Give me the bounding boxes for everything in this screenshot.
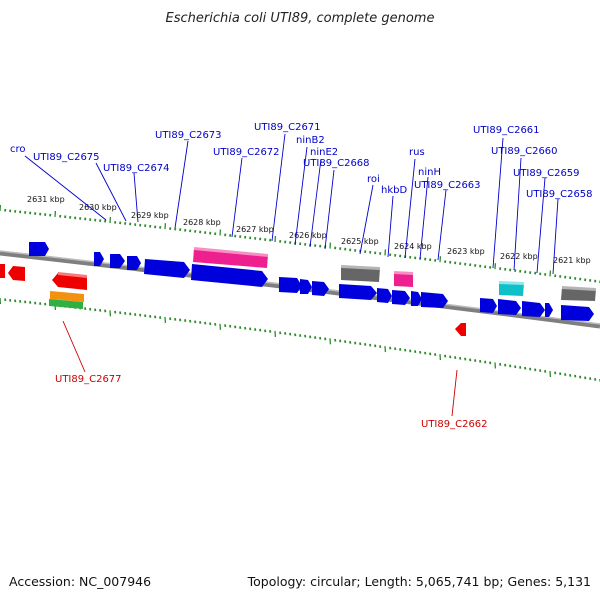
kbp-label: 2625 kbp: [341, 237, 379, 246]
genome-stats-text: Topology: circular; Length: 5,065,741 bp…: [247, 574, 591, 589]
gene-label-ninE2[interactable]: ninE2: [310, 147, 338, 158]
gene-label-cro[interactable]: cro: [10, 144, 26, 155]
kbp-labels: 2631 kbp 2630 kbp 2629 kbp 2628 kbp 2627…: [27, 195, 591, 265]
leader-line: [62, 320, 86, 373]
gene-arrow[interactable]: [94, 252, 104, 266]
gene-arrow[interactable]: [498, 299, 521, 315]
gene-arrow[interactable]: [300, 279, 312, 294]
top-gene-labels: cro UTI89_C2675 UTI89_C2674 UTI89_C2673 …: [10, 122, 593, 200]
gene-label[interactable]: UTI89_C2672: [213, 147, 280, 158]
gene-arrow[interactable]: [421, 292, 448, 308]
gene-label[interactable]: UTI89_C2673: [155, 130, 222, 141]
inner-tick-ring: [0, 297, 600, 382]
reverse-genes: [0, 264, 466, 336]
gene-label-roi[interactable]: roi: [367, 174, 380, 185]
pink-feature-small[interactable]: [394, 272, 413, 287]
cyan-feature[interactable]: [499, 282, 524, 296]
reverse-gene-arrow[interactable]: [52, 273, 87, 290]
gene-label[interactable]: UTI89_C2674: [103, 163, 170, 174]
gene-arrow[interactable]: [377, 288, 392, 303]
gray-feature-right[interactable]: [561, 287, 596, 301]
map-title: Escherichia coli UTI89, complete genome: [166, 11, 435, 26]
gene-arrow[interactable]: [29, 242, 49, 256]
gene-label-ninB2[interactable]: ninB2: [296, 135, 325, 146]
bottom-gene-labels: UTI89_C2677 UTI89_C2662: [55, 320, 488, 430]
kbp-label: 2624 kbp: [394, 242, 432, 251]
kbp-label: 2631 kbp: [27, 195, 65, 204]
reverse-gene-arrow[interactable]: [455, 323, 466, 336]
gene-label-ninH[interactable]: ninH: [418, 167, 441, 178]
gene-label[interactable]: UTI89_C2671: [254, 122, 321, 133]
reverse-gene-arrow[interactable]: [8, 266, 25, 281]
gene-arrow[interactable]: [279, 277, 302, 293]
gray-feature-highlight: [341, 265, 380, 270]
gray-feature[interactable]: [341, 266, 380, 282]
gene-label[interactable]: UTI89_C2660: [491, 146, 558, 157]
reverse-gene-highlight: [58, 272, 87, 278]
gray-feature-right-highlight: [562, 286, 596, 291]
gene-label[interactable]: UTI89_C2663: [414, 180, 481, 191]
gene-arrow[interactable]: [339, 284, 377, 300]
misc-features: [341, 265, 596, 301]
kbp-label: 2623 kbp: [447, 247, 485, 256]
cyan-feature-highlight: [499, 281, 524, 285]
gene-arrow[interactable]: [561, 305, 594, 321]
kbp-label: 2630 kbp: [79, 203, 117, 212]
kbp-label: 2628 kbp: [183, 218, 221, 227]
gene-label[interactable]: UTI89_C2658: [526, 189, 593, 200]
gene-label[interactable]: UTI89_C2677: [55, 374, 122, 385]
reverse-gene-arrow[interactable]: [0, 264, 5, 278]
outer-tick-ring: [0, 204, 600, 283]
gene-arrow[interactable]: [191, 264, 268, 287]
kbp-label: 2629 kbp: [131, 211, 169, 220]
orange-feature[interactable]: [50, 291, 84, 302]
green-feature[interactable]: [49, 299, 83, 309]
leader-line: [451, 369, 458, 417]
gene-label[interactable]: UTI89_C2662: [421, 419, 488, 430]
kbp-label: 2626 kbp: [289, 231, 327, 240]
gene-arrow[interactable]: [522, 301, 545, 317]
kbp-label: 2627 kbp: [236, 225, 274, 234]
gene-arrow[interactable]: [480, 298, 497, 313]
gene-arrow[interactable]: [545, 303, 553, 317]
gene-label-rus[interactable]: rus: [409, 147, 425, 158]
gene-label-hkbD[interactable]: hkbD: [381, 185, 407, 196]
forward-genes-right: [279, 277, 594, 321]
pink-feature-highlight: [194, 247, 268, 257]
gene-arrow[interactable]: [411, 291, 422, 306]
kbp-label: 2622 kbp: [500, 252, 538, 261]
gene-label[interactable]: UTI89_C2659: [513, 168, 580, 179]
gene-label[interactable]: UTI89_C2661: [473, 125, 540, 136]
gene-arrow[interactable]: [144, 259, 190, 278]
gene-label[interactable]: UTI89_C2675: [33, 152, 100, 163]
top-leader-lines: [24, 133, 559, 275]
gene-arrow[interactable]: [110, 254, 125, 268]
gene-arrow[interactable]: [312, 281, 329, 296]
gene-arrow[interactable]: [127, 256, 141, 270]
gene-arrow[interactable]: [392, 290, 410, 305]
kbp-label: 2621 kbp: [553, 256, 591, 265]
accession-text: Accession: NC_007946: [9, 574, 151, 589]
gene-label[interactable]: UTI89_C2668: [303, 158, 370, 169]
pink-feature-small-highlight: [394, 271, 413, 275]
pink-feature[interactable]: [193, 248, 268, 268]
forward-genes-outer: [29, 242, 268, 287]
